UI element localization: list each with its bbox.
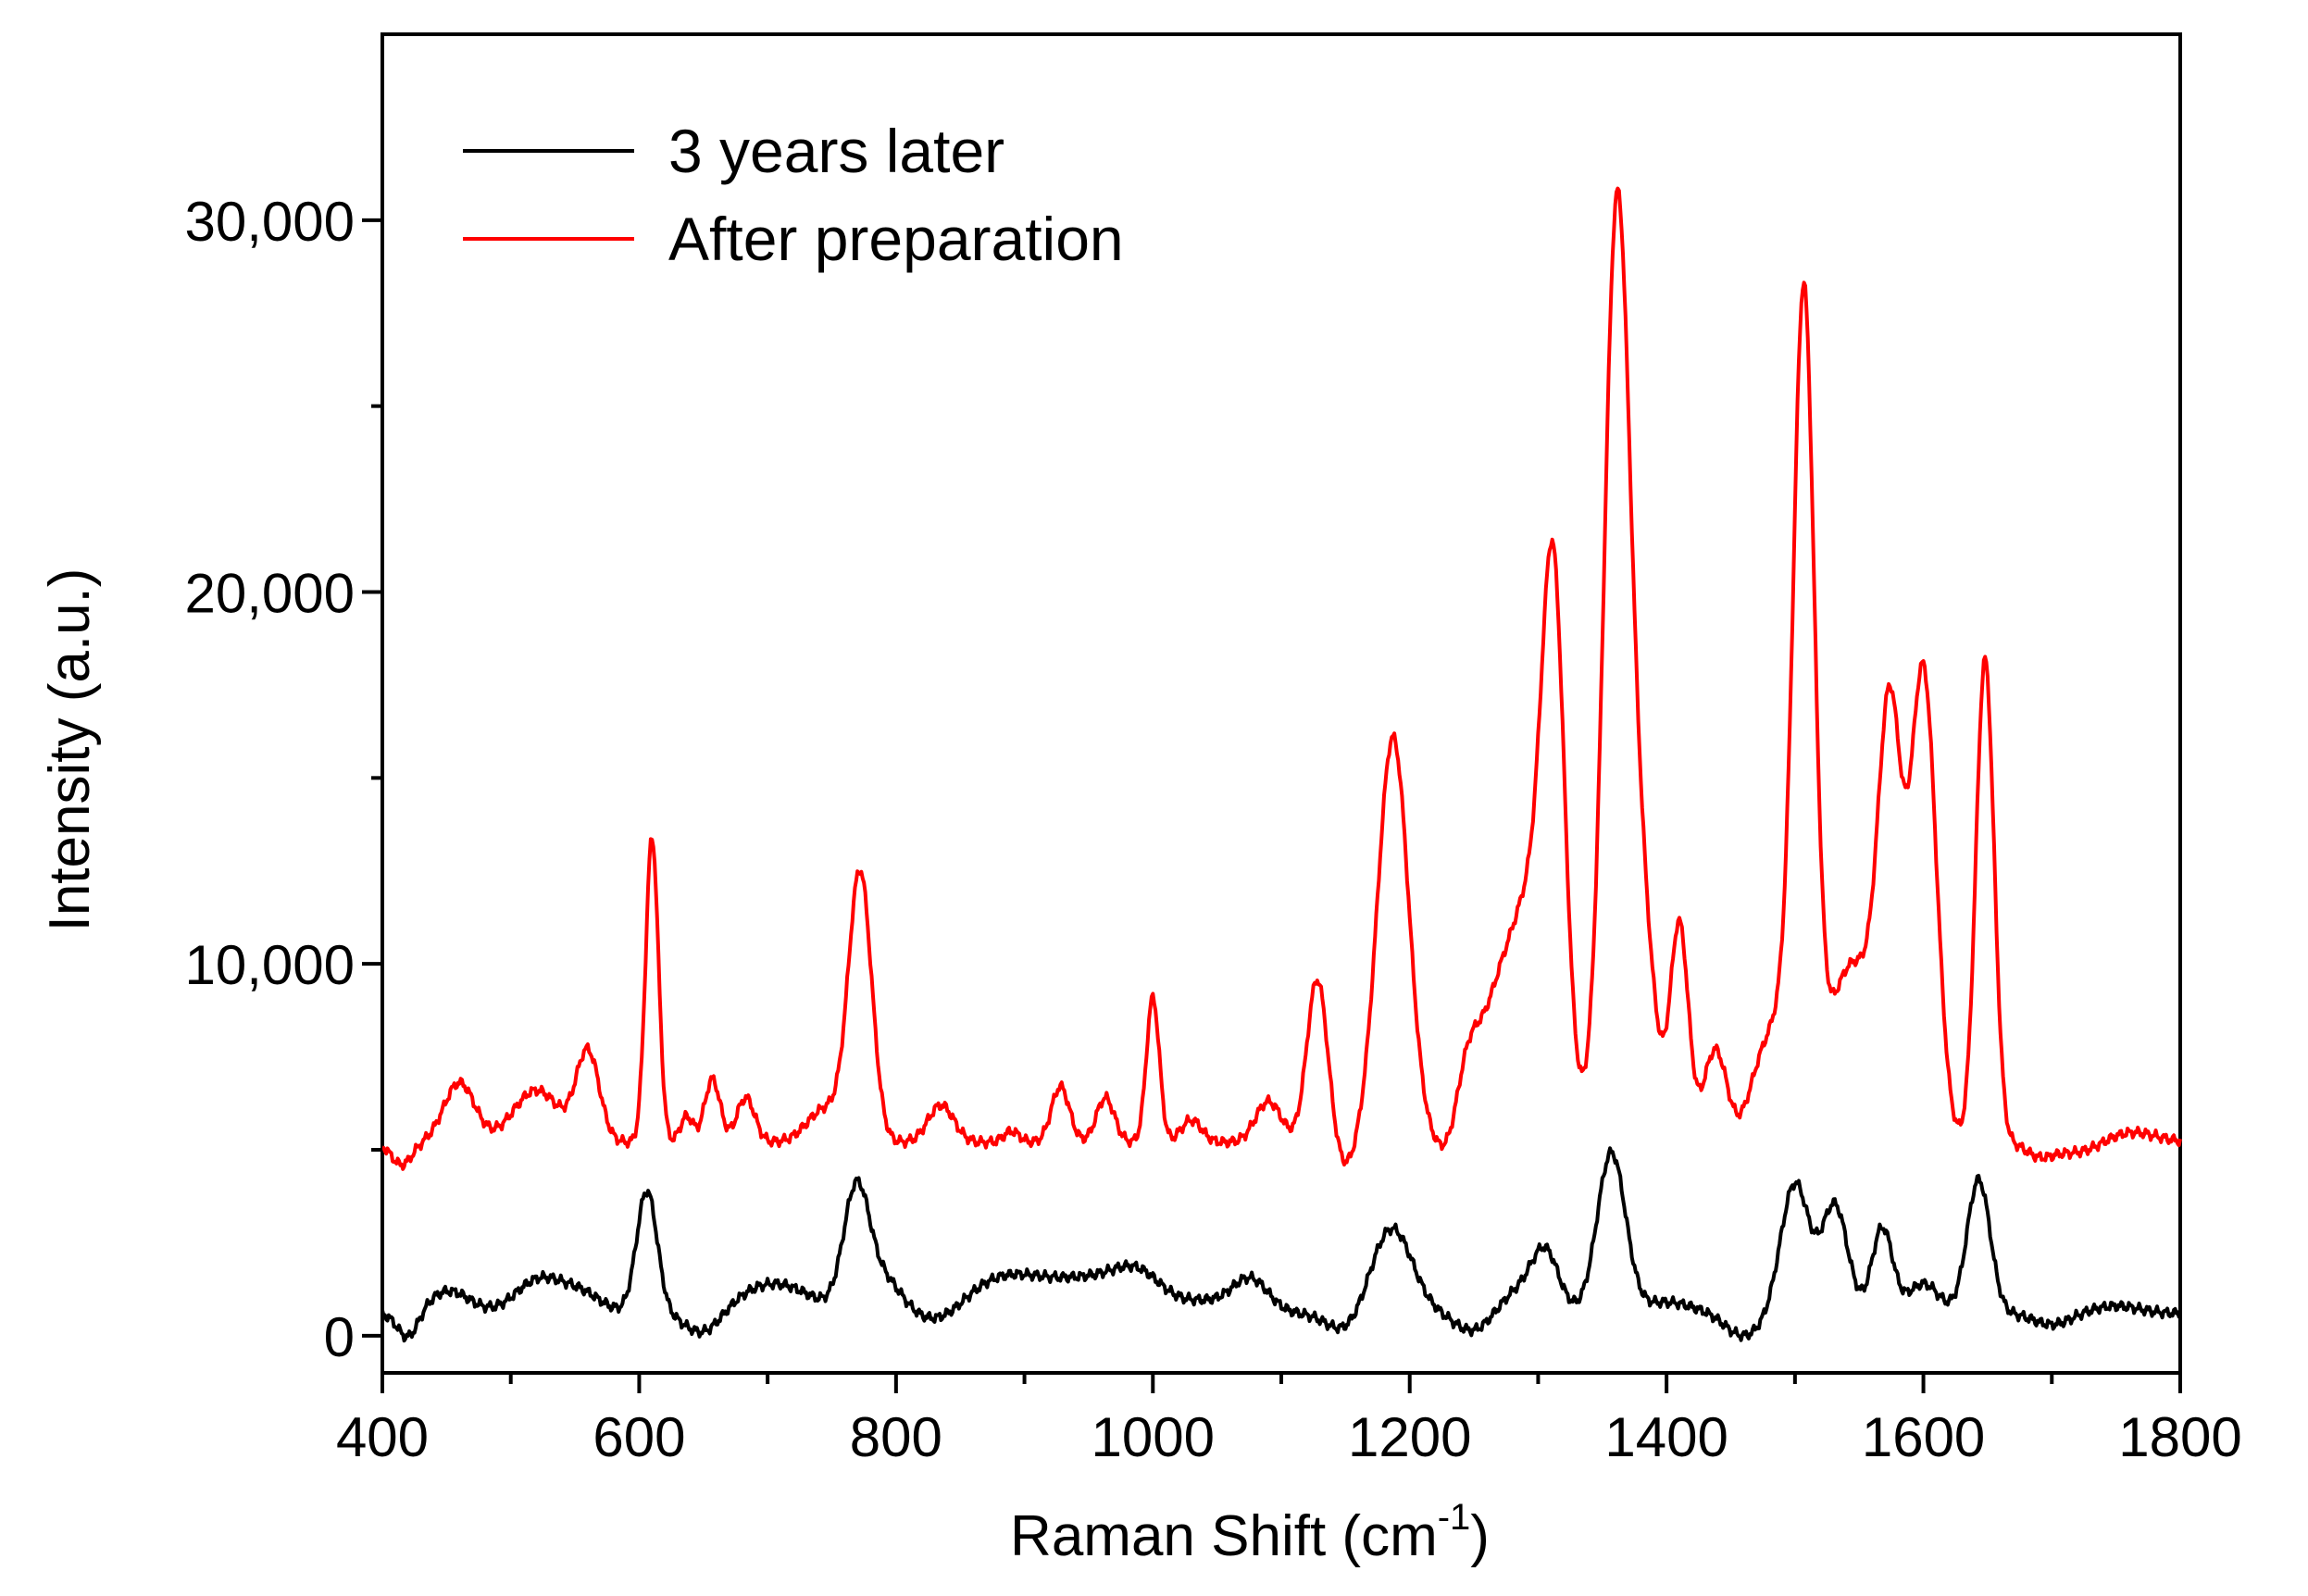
x-tick-label: 1600: [1862, 1406, 1985, 1468]
y-axis-ticks: 0 10,000 20,000 30,000: [184, 191, 382, 1368]
legend: 3 years later After preparation: [463, 117, 1124, 273]
x-tick-label: 400: [336, 1406, 429, 1468]
x-tick-label: 1400: [1604, 1406, 1728, 1468]
x-tick-label: 1200: [1348, 1406, 1471, 1468]
x-axis-title-main: Raman Shift (cm: [1010, 1504, 1438, 1568]
x-tick-label: 1000: [1092, 1406, 1215, 1468]
y-tick-label: 20,000: [184, 563, 355, 625]
y-tick-label: 30,000: [184, 191, 355, 253]
y-axis-title: Intensity (a.u.): [38, 568, 102, 932]
x-tick-label: 1800: [2118, 1406, 2241, 1468]
y-tick-label: 10,000: [184, 934, 355, 996]
legend-label-3-years-later: 3 years later: [668, 117, 1004, 185]
y-tick-label: 0: [324, 1306, 355, 1368]
x-axis-title-suffix: ): [1470, 1504, 1490, 1568]
x-axis-title-superscript: -1: [1438, 1497, 1471, 1538]
x-axis-title: Raman Shift (cm-1): [1010, 1497, 1490, 1568]
x-tick-label: 600: [593, 1406, 685, 1468]
legend-label-after-preparation: After preparation: [668, 205, 1124, 273]
x-axis-ticks: 400 600 800 1000 1200 1400 1600 1800: [336, 1373, 2242, 1468]
series-line-after-preparation: [381, 186, 2182, 1171]
plot-frame: [381, 32, 2182, 1375]
series-line-3-years-later: [381, 1146, 2181, 1343]
x-tick-label: 800: [850, 1406, 942, 1468]
